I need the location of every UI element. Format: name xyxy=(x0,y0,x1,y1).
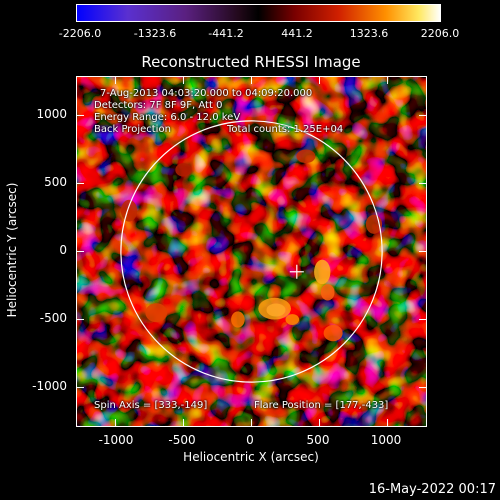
y-tick-label: 0 xyxy=(59,243,67,257)
method-text: Back Projection xyxy=(94,124,171,135)
x-axis-label: Heliocentric X (arcsec) xyxy=(183,450,319,464)
x-tick-label: -500 xyxy=(168,433,196,447)
colorbar-tick-1: -2206.0 xyxy=(58,27,102,40)
heatmap-plot xyxy=(76,76,427,427)
y-tick-label: -500 xyxy=(39,311,67,325)
x-tick-label: 500 xyxy=(306,433,330,447)
colorbar-tick-2: -1323.6 xyxy=(133,27,177,40)
y-tick-label: 500 xyxy=(44,175,67,189)
emission-blob xyxy=(231,311,245,328)
emission-blob xyxy=(120,199,138,222)
chart-title: Reconstructed RHESSI Image xyxy=(141,53,361,71)
energy-range-text: Energy Range: 6.0 - 12.0 keV xyxy=(94,112,241,123)
y-axis-label: Heliocentric Y (arcsec) xyxy=(5,182,19,318)
spin-axis-text: Spin Axis = [333,-149] xyxy=(94,400,208,411)
flare-position-text: Flare Position = [177,-433] xyxy=(254,400,389,411)
colorbar-tick-4: 441.2 xyxy=(281,27,313,40)
emission-blob xyxy=(320,284,335,301)
y-tick-label: 1000 xyxy=(36,107,67,121)
colorbar xyxy=(76,4,441,22)
time-range-text: 7-Aug-2013 04:03:20.000 to 04:09:20.000 xyxy=(100,88,313,99)
flare-marker xyxy=(289,264,304,279)
emission-blob xyxy=(175,163,192,177)
y-tick-label: -1000 xyxy=(32,379,67,393)
emission-blob xyxy=(323,324,343,342)
emission-blob xyxy=(258,297,291,320)
colorbar-tick-3: -441.2 xyxy=(208,27,244,40)
emission-blob xyxy=(296,149,316,164)
solar-limb-circle xyxy=(120,120,383,383)
colorbar-tick-6: 2206.0 xyxy=(420,27,460,40)
x-tick-label: -1000 xyxy=(98,433,134,447)
emission-blob xyxy=(145,303,168,323)
detectors-text: Detectors: 7F 8F 9F, Att 0 xyxy=(94,100,223,111)
emission-blob xyxy=(285,314,300,325)
emission-blob xyxy=(314,259,331,285)
timestamp: 16-May-2022 00:17 xyxy=(368,482,496,497)
x-tick-label: 1000 xyxy=(370,433,402,447)
total-counts-text: Total counts: 1.25E+04 xyxy=(227,124,344,135)
colorbar-tick-5: 1323.6 xyxy=(349,27,389,40)
x-tick-label: 0 xyxy=(246,433,254,447)
